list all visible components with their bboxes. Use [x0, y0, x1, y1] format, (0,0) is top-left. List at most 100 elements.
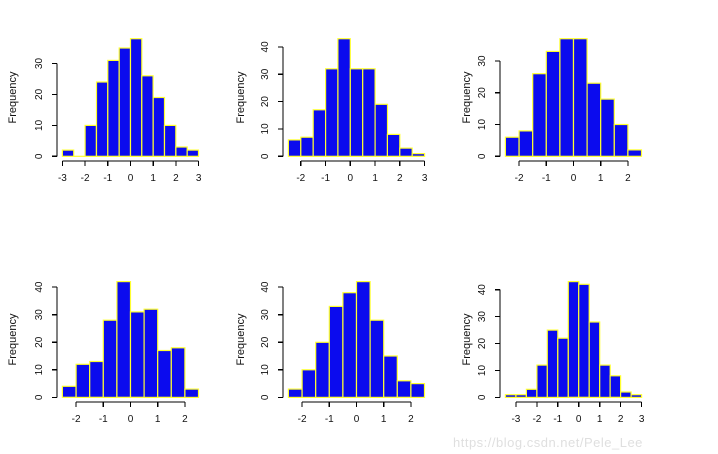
- x-tick-label: 1: [372, 173, 378, 184]
- y-tick-label: 0: [260, 394, 271, 400]
- histogram-bar: [312, 109, 327, 157]
- histogram-bar: [152, 96, 166, 157]
- x-tick-label: 2: [618, 414, 624, 425]
- histogram-bar: [328, 305, 344, 398]
- histogram-bar: [129, 311, 145, 398]
- histogram-bar: [386, 133, 401, 157]
- histogram-bar: [342, 292, 358, 399]
- x-tick-label: 0: [128, 414, 134, 425]
- histogram-bar: [504, 394, 517, 399]
- histogram-bar: [163, 124, 177, 157]
- histogram-bar: [515, 394, 528, 399]
- y-tick-label: 20: [260, 336, 271, 348]
- y-tick-label: 20: [34, 88, 45, 100]
- histogram-bar: [586, 82, 602, 157]
- histogram-bar: [116, 281, 132, 398]
- y-tick-label: 10: [477, 119, 488, 131]
- histogram-bar: [325, 68, 339, 157]
- y-axis-title: Frequency: [461, 313, 473, 365]
- histogram-bar: [186, 149, 200, 157]
- histogram-bar: [337, 38, 351, 157]
- histogram-bar: [75, 363, 91, 398]
- histogram-bar: [557, 337, 569, 399]
- y-tick-label: 10: [34, 364, 45, 376]
- histogram-bar: [61, 149, 75, 157]
- x-tick-label: 0: [576, 414, 582, 425]
- x-tick-label: 0: [354, 414, 360, 425]
- y-tick-label: 30: [477, 311, 488, 323]
- x-tick-label: -1: [99, 414, 108, 425]
- histogram-bar: [518, 130, 534, 157]
- histogram-bar: [175, 146, 188, 157]
- histogram-bar: [143, 308, 159, 399]
- histogram-bar: [61, 385, 77, 398]
- histogram-bar: [355, 281, 371, 398]
- histogram-bar: [525, 388, 538, 398]
- histogram-bar: [102, 319, 118, 399]
- histogram-bar: [396, 380, 412, 398]
- histogram-bar: [300, 136, 314, 157]
- y-tick-label: 10: [477, 365, 488, 377]
- y-tick-label: 30: [260, 309, 271, 321]
- histogram-bar: [141, 75, 154, 157]
- histogram-bar: [546, 329, 559, 399]
- histogram-bar: [599, 364, 611, 399]
- histogram-bar: [118, 47, 132, 157]
- y-axis-title: Frequency: [235, 71, 247, 123]
- histogram-bar: [567, 281, 580, 398]
- y-tick-label: 40: [34, 281, 45, 293]
- histogram-bar: [383, 355, 398, 398]
- histogram-bar: [89, 360, 104, 398]
- y-tick-label: 0: [34, 153, 45, 159]
- histogram-bar: [362, 68, 376, 157]
- x-tick-label: 2: [397, 173, 403, 184]
- histogram-bar: [532, 73, 547, 157]
- x-tick-label: 2: [173, 173, 179, 184]
- histogram-bar: [630, 394, 643, 399]
- x-tick-label: -3: [511, 414, 520, 425]
- x-tick-label: -2: [298, 414, 307, 425]
- histogram-bar: [95, 81, 109, 157]
- x-tick-label: 1: [598, 173, 604, 184]
- histogram-bar: [374, 103, 389, 157]
- x-tick-label: 0: [571, 173, 577, 184]
- histogram-bar: [559, 38, 575, 157]
- y-tick-label: 30: [34, 309, 45, 321]
- y-tick-label: 20: [477, 338, 488, 350]
- histogram-bar: [572, 38, 588, 157]
- histogram-bar: [157, 349, 172, 398]
- x-tick-label: 3: [639, 414, 645, 425]
- histogram-bar: [287, 139, 302, 157]
- x-tick-label: -2: [81, 173, 90, 184]
- x-tick-label: -1: [553, 414, 562, 425]
- y-axis-title: Frequency: [235, 313, 247, 365]
- histogram-bar: [170, 347, 186, 398]
- x-tick-label: 3: [422, 173, 428, 184]
- x-tick-label: -1: [321, 173, 330, 184]
- watermark: https://blog.csdn.net/Pele_Lee: [453, 435, 643, 450]
- x-tick-label: 1: [381, 414, 387, 425]
- x-tick-label: 0: [348, 173, 354, 184]
- histogram-bar: [536, 364, 549, 399]
- histogram-bar: [545, 50, 561, 157]
- histogram-bar: [613, 123, 629, 157]
- x-tick-label: -2: [296, 173, 305, 184]
- histogram-bar: [84, 124, 97, 157]
- x-tick-label: -2: [532, 414, 541, 425]
- y-axis-title: Frequency: [461, 71, 473, 123]
- x-tick-label: -1: [103, 173, 112, 184]
- histogram-bar: [619, 391, 632, 399]
- histogram-bar: [107, 59, 120, 157]
- histogram-bar: [504, 136, 520, 157]
- x-tick-label: -2: [72, 414, 81, 425]
- histogram-bar: [627, 149, 643, 157]
- x-tick-label: 2: [625, 173, 631, 184]
- y-tick-label: 30: [260, 68, 271, 80]
- histogram-bar: [399, 147, 413, 157]
